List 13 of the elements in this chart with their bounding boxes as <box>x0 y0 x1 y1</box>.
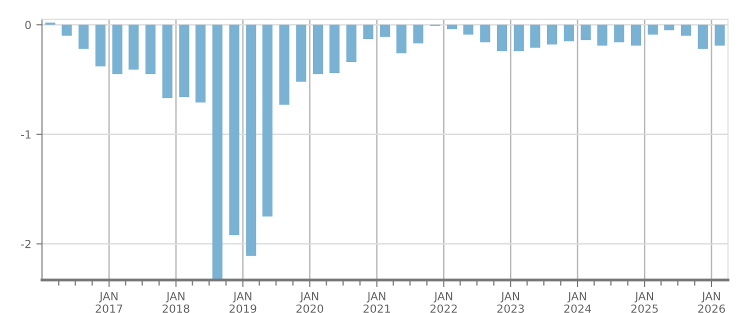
x-tick-label: JAN 2024 <box>564 292 592 313</box>
x-tick-label: JAN 2019 <box>230 292 256 313</box>
x-tick-label: JAN 2022 <box>430 292 457 313</box>
x-tick-label: JAN 2021 <box>364 292 390 313</box>
y-tick-label: -1 <box>21 130 31 139</box>
x-tick-label: JAN 2018 <box>162 292 190 313</box>
x-tick-label: JAN 2023 <box>497 292 524 313</box>
x-tick-label: JAN 2020 <box>296 292 324 313</box>
x-tick-label: JAN 2026 <box>698 292 725 313</box>
y-tick-label: -2 <box>21 240 30 248</box>
x-tick-label: JAN 2025 <box>631 292 658 313</box>
y-tick-label: 0 <box>25 20 31 30</box>
x-tick-label: JAN 2017 <box>96 292 122 313</box>
